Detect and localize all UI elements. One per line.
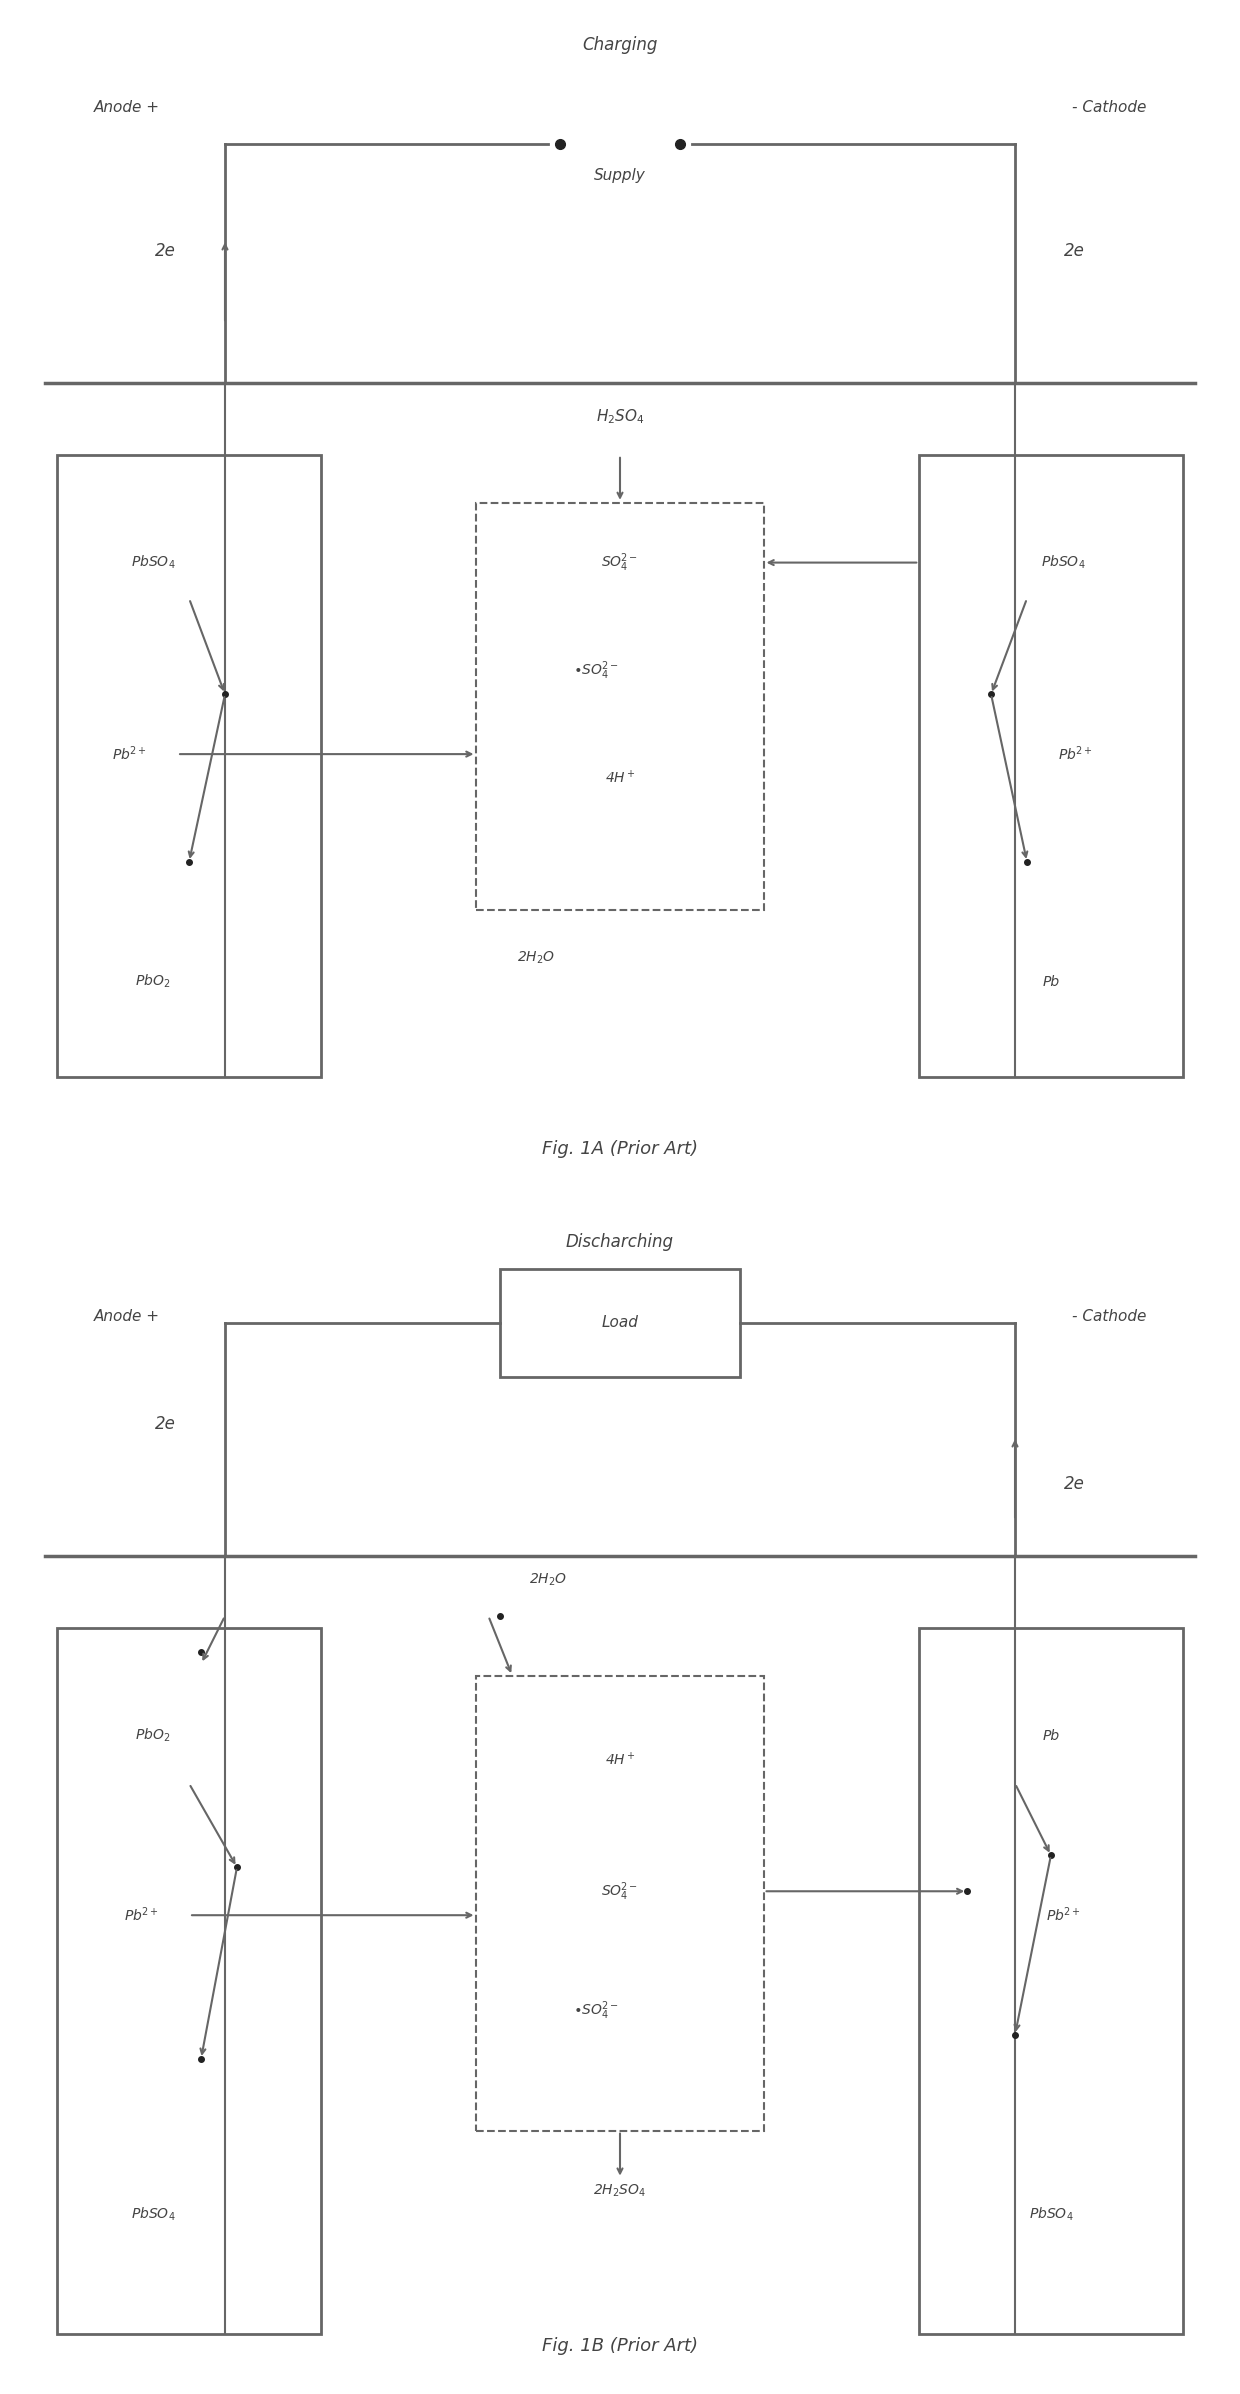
Bar (919, 455, 1183, 1077)
Bar (57, 1628, 321, 2334)
Text: PbSO$_4$: PbSO$_4$ (1040, 553, 1085, 572)
Text: $\bullet$SO$_4^{2-}$: $\bullet$SO$_4^{2-}$ (573, 658, 619, 682)
Text: 2e: 2e (155, 242, 176, 261)
Text: - Cathode: - Cathode (1073, 101, 1147, 115)
Bar (476, 1676, 764, 2131)
Text: Anode +: Anode + (93, 1310, 159, 1324)
Text: 4H$^+$: 4H$^+$ (605, 768, 635, 788)
Text: 2e: 2e (1064, 1475, 1085, 1494)
Text: - Cathode: - Cathode (1073, 1310, 1147, 1324)
Bar (57, 455, 321, 1077)
Text: Charging: Charging (583, 36, 657, 55)
Text: 2H$_2$SO$_4$: 2H$_2$SO$_4$ (593, 2183, 647, 2198)
Text: Fig. 1A (Prior Art): Fig. 1A (Prior Art) (542, 1140, 698, 1159)
Text: Pb: Pb (1043, 974, 1059, 989)
Text: SO$_4^{2-}$: SO$_4^{2-}$ (601, 551, 639, 575)
Text: PbO$_2$: PbO$_2$ (135, 1726, 171, 1745)
Text: Discharching: Discharching (565, 1233, 675, 1252)
Bar (476, 503, 764, 910)
Text: 2e: 2e (1064, 242, 1085, 261)
Text: Pb$^{2+}$: Pb$^{2+}$ (112, 745, 146, 764)
Text: Pb: Pb (1043, 1728, 1059, 1743)
Text: $\bullet$SO$_4^{2-}$: $\bullet$SO$_4^{2-}$ (573, 1999, 619, 2023)
Text: PbO$_2$: PbO$_2$ (135, 972, 171, 991)
Text: Load: Load (601, 1314, 639, 1331)
Bar (500, 1269, 740, 1377)
Text: Fig. 1B (Prior Art): Fig. 1B (Prior Art) (542, 2337, 698, 2356)
Bar (919, 1628, 1183, 2334)
Text: H$_2$SO$_4$: H$_2$SO$_4$ (595, 407, 645, 426)
Text: PbSO$_4$: PbSO$_4$ (131, 553, 176, 572)
Text: Supply: Supply (594, 168, 646, 182)
Text: 2H$_2$O: 2H$_2$O (529, 1573, 568, 1587)
Text: 2e: 2e (155, 1415, 176, 1434)
Text: SO$_4^{2-}$: SO$_4^{2-}$ (601, 1879, 639, 1903)
Text: Pb$^{2+}$: Pb$^{2+}$ (124, 1906, 159, 1925)
Text: PbSO$_4$: PbSO$_4$ (131, 2205, 176, 2224)
Text: 2H$_2$O: 2H$_2$O (517, 950, 556, 965)
Text: 4H$^+$: 4H$^+$ (605, 1750, 635, 1769)
Text: Pb$^{2+}$: Pb$^{2+}$ (1058, 745, 1092, 764)
Text: Anode +: Anode + (93, 101, 159, 115)
Text: Pb$^{2+}$: Pb$^{2+}$ (1045, 1906, 1080, 1925)
Text: PbSO$_4$: PbSO$_4$ (1029, 2205, 1074, 2224)
